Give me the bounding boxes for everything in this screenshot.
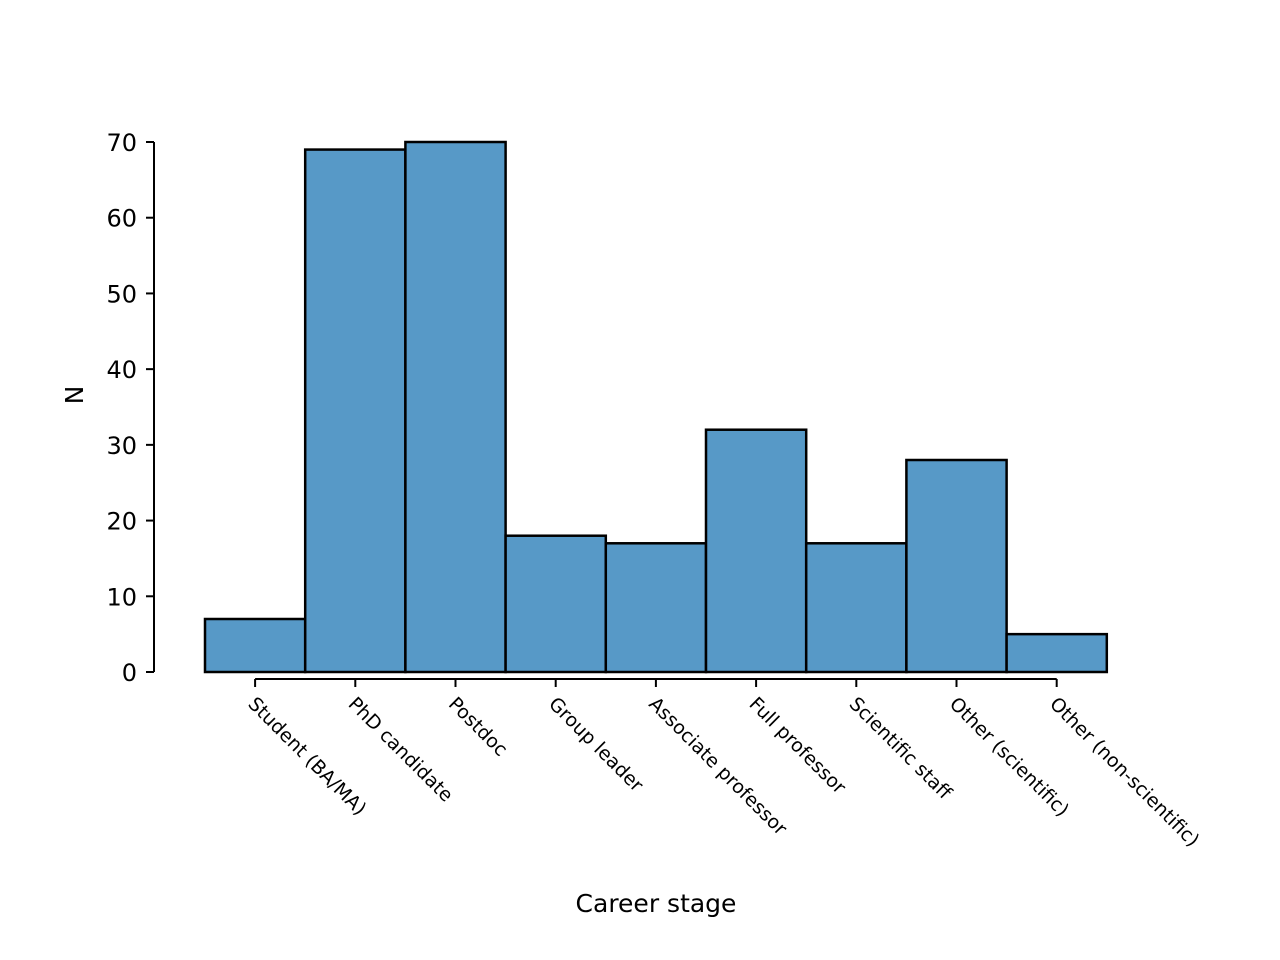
y-tick-label: 50	[106, 280, 137, 308]
bar-associate-professor	[604, 542, 708, 674]
bar-scientific-staff	[804, 542, 908, 674]
x-tick-label: PhD candidate	[344, 693, 457, 806]
y-tick-label: 70	[106, 129, 137, 157]
y-tick-label: 30	[106, 432, 137, 460]
bar-postdoc	[404, 140, 507, 674]
bar-group-leader	[504, 534, 608, 674]
x-tick-label: Scientific staff	[845, 693, 957, 805]
x-axis-title: Career stage	[576, 889, 737, 918]
x-tick-label: Postdoc	[444, 693, 512, 761]
bar-other-non-scientific	[1005, 632, 1109, 674]
y-axis: 0 10 20 30 40 50 60 70	[106, 129, 155, 687]
y-tick-label: 10	[106, 583, 137, 611]
bar-other-scientific	[905, 458, 1008, 674]
x-tick-label: Full professor	[745, 693, 851, 799]
x-tick-label: Other (non-scientific)	[1045, 693, 1203, 851]
y-axis-title: N	[60, 386, 89, 405]
bar-full-professor	[704, 428, 808, 674]
bar-student-ba-ma	[203, 617, 307, 674]
bars-group	[203, 140, 1109, 674]
y-tick-label: 20	[106, 508, 137, 536]
y-tick-label: 60	[106, 205, 137, 233]
y-tick-label: 0	[122, 659, 137, 687]
bar-phd-candidate	[303, 148, 407, 674]
y-tick-label: 40	[106, 356, 137, 384]
x-tick-label: Group leader	[544, 693, 647, 796]
